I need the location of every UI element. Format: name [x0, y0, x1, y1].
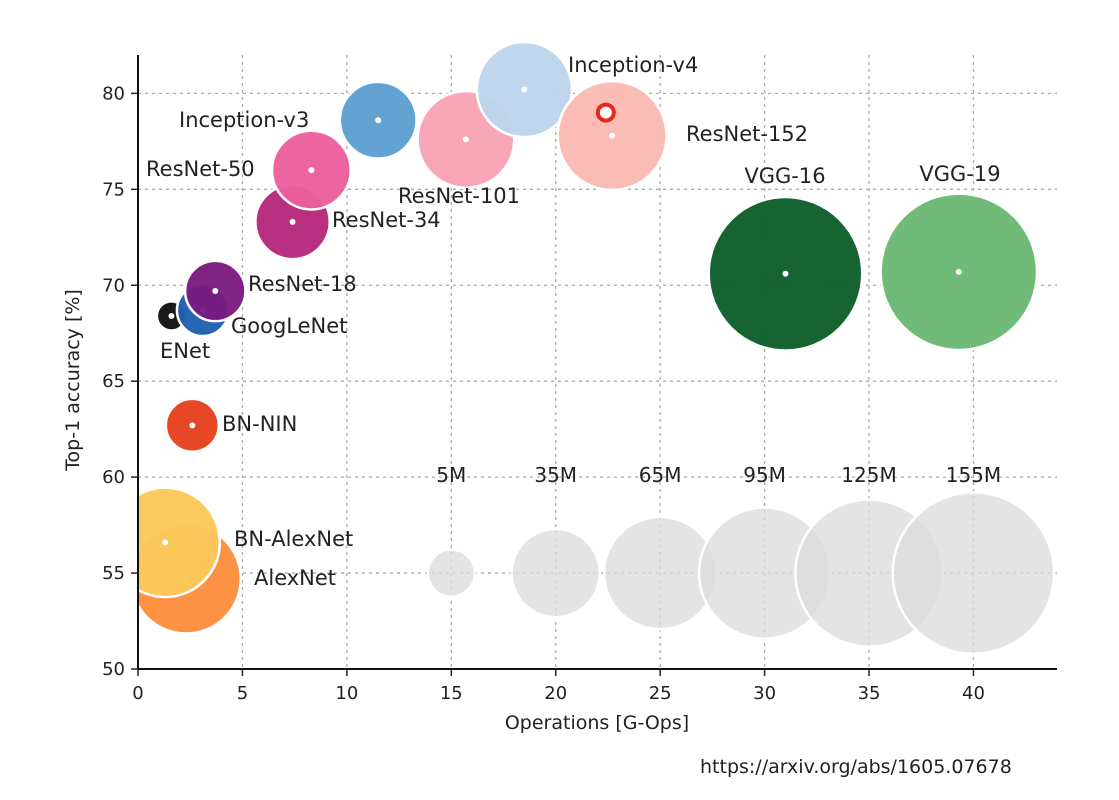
model-labels: 5M 35M 65M 95M 125M 155M AlexNet BN-AlexNet BN-N… — [146, 53, 1001, 590]
bubble-center-dot — [521, 86, 528, 93]
y-tick-label: 60 — [102, 467, 125, 488]
label-vgg-16: VGG-16 — [744, 164, 825, 188]
y-tick-label: 80 — [102, 83, 125, 104]
y-axis-label: Top-1 accuracy [%] — [62, 289, 84, 472]
y-tick-label: 50 — [102, 659, 125, 680]
x-axis-label: Operations [G-Ops] — [505, 712, 689, 734]
size-legend-bubble — [891, 491, 1056, 656]
x-tick-label: 20 — [544, 683, 567, 704]
y-tick-label: 65 — [102, 371, 125, 392]
x-tick-label: 5 — [237, 683, 248, 704]
label-inception-v3: Inception-v3 — [179, 108, 309, 132]
x-tick-label: 25 — [649, 683, 672, 704]
x-tick-label: 35 — [858, 683, 881, 704]
x-tick-label: 10 — [335, 683, 358, 704]
bubble-center-dot — [609, 132, 616, 139]
bubble-center-dot — [375, 117, 382, 124]
label-bn-alexnet: BN-AlexNet — [234, 527, 353, 551]
size-legend-label: 95M — [743, 463, 786, 487]
bubble-center-dot — [782, 270, 789, 277]
size-legend-label: 155M — [946, 463, 1001, 487]
size-legend-label: 125M — [841, 463, 896, 487]
axes: 0 5 10 15 20 25 30 35 40 50 55 60 65 70 75 80 — [102, 55, 1057, 704]
label-resnet-101: ResNet-101 — [398, 184, 520, 208]
x-tick-label: 15 — [440, 683, 463, 704]
bubble-center-dot — [289, 218, 296, 225]
source-url: https://arxiv.org/abs/1605.07678 — [700, 756, 1012, 778]
label-vgg-19: VGG-19 — [919, 162, 1000, 186]
y-tick-label: 75 — [102, 179, 125, 200]
y-tick-label: 70 — [102, 275, 125, 296]
label-resnet-50: ResNet-50 — [146, 157, 255, 181]
bubble-center-dot — [462, 136, 469, 143]
label-bn-nin: BN-NIN — [222, 412, 297, 436]
size-legend-label: 35M — [534, 463, 577, 487]
label-resnet-34: ResNet-34 — [332, 208, 441, 232]
size-legend-bubble — [510, 527, 602, 619]
label-googlenet: GoogLeNet — [231, 314, 347, 338]
label-resnet-18: ResNet-18 — [248, 272, 357, 296]
bubble-bn-alexnet — [138, 486, 222, 599]
bubble-center-dot — [162, 539, 169, 546]
x-tick-label: 30 — [753, 683, 776, 704]
highlight-marker — [595, 102, 616, 123]
bubble-center-dot — [168, 312, 175, 319]
y-tick-label: 55 — [102, 563, 125, 584]
bubble-center-dot — [955, 268, 962, 275]
x-tick-label: 40 — [962, 683, 985, 704]
bubble-center-dot — [189, 422, 196, 429]
bubble-center-dot — [212, 288, 219, 295]
size-legend-bubble — [426, 548, 477, 598]
label-alexnet: AlexNet — [254, 566, 336, 590]
model-bubbles — [138, 40, 1039, 635]
label-inception-v4: Inception-v4 — [568, 53, 698, 77]
size-legend — [426, 491, 1056, 656]
label-enet: ENet — [160, 339, 210, 363]
label-resnet-152: ResNet-152 — [686, 122, 808, 146]
bubble-center-dot — [308, 167, 315, 174]
x-tick-label: 0 — [132, 683, 143, 704]
size-legend-label: 5M — [436, 463, 466, 487]
size-legend-label: 65M — [639, 463, 682, 487]
